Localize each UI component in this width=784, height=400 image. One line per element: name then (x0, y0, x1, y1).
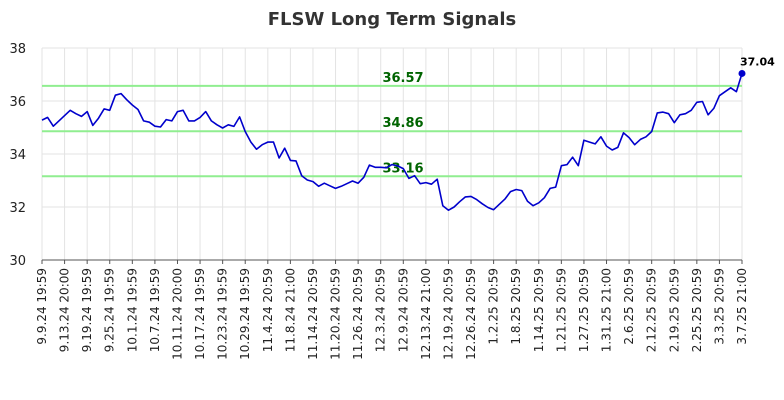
chart-title: FLSW Long Term Signals (268, 9, 517, 30)
x-tick-label: 1.8.25 20:59 (509, 268, 523, 345)
x-tick-label: 11.8.24 21:00 (283, 268, 297, 352)
x-tick-label: 9.9.24 19:59 (35, 268, 49, 345)
price-series-line (41, 73, 743, 211)
x-tick-label: 11.26.24 20:59 (351, 268, 365, 360)
x-tick-label: 1.2.25 20:59 (487, 268, 501, 345)
x-tick-label: 12.13.24 21:00 (419, 268, 433, 360)
x-tick-label: 3.7.25 21:00 (735, 268, 749, 345)
x-tick-label: 1.21.25 20:59 (554, 268, 568, 352)
x-tick-label: 2.12.25 20:59 (645, 268, 659, 352)
x-tick-label: 10.1.24 19:59 (125, 268, 139, 352)
x-tick-label: 2.6.25 20:59 (622, 268, 636, 345)
x-tick-label: 2.25.25 20:59 (690, 268, 704, 352)
x-tick-label: 10.29.24 19:59 (238, 268, 252, 360)
x-tick-label: 3.3.25 20:59 (712, 268, 726, 345)
x-tick-label: 11.20.24 20:59 (329, 268, 343, 360)
x-tick-label: 11.14.24 20:59 (306, 268, 320, 360)
x-tick-label: 10.17.24 19:59 (193, 268, 207, 360)
x-tick-label: 12.19.24 20:59 (441, 268, 455, 360)
signal-level-label: 36.57 (382, 71, 423, 86)
x-tick-label: 12.9.24 20:59 (396, 268, 410, 352)
y-axis-ticks: 30 32 34 36 38 (9, 42, 26, 269)
x-tick-label: 12.26.24 20:59 (464, 268, 478, 360)
x-tick-label: 2.19.25 20:59 (667, 268, 681, 352)
x-tick-label: 10.7.24 19:59 (148, 268, 162, 352)
last-price-label: 37.04 (740, 55, 775, 68)
x-axis-ticks: 9.9.24 19:59 9.13.24 20:00 9.19.24 19:59 9.… (35, 260, 749, 360)
x-tick-label: 10.11.24 20:00 (170, 268, 184, 360)
x-tick-label: 1.14.25 20:59 (532, 268, 546, 352)
x-tick-label: 11.4.24 20:59 (261, 268, 275, 352)
series-layer: 37.04 (41, 55, 775, 211)
signal-level-label: 34.86 (382, 116, 423, 131)
y-tick-label: 36 (9, 95, 26, 110)
y-tick-label: 34 (9, 148, 26, 163)
x-tick-label: 9.13.24 20:00 (58, 268, 72, 352)
x-tick-label: 1.31.25 21:00 (600, 268, 614, 352)
x-tick-label: 9.19.24 19:59 (80, 268, 94, 352)
y-tick-label: 32 (9, 201, 26, 216)
x-tick-label: 12.3.24 20:59 (374, 268, 388, 352)
y-tick-label: 38 (9, 42, 26, 57)
x-tick-label: 10.23.24 19:59 (216, 268, 230, 360)
last-price-point (738, 69, 746, 77)
grid (41, 47, 743, 261)
x-tick-label: 1.27.25 20:59 (577, 268, 591, 352)
y-tick-label: 30 (9, 254, 26, 269)
x-tick-label: 9.25.24 19:59 (103, 268, 117, 352)
